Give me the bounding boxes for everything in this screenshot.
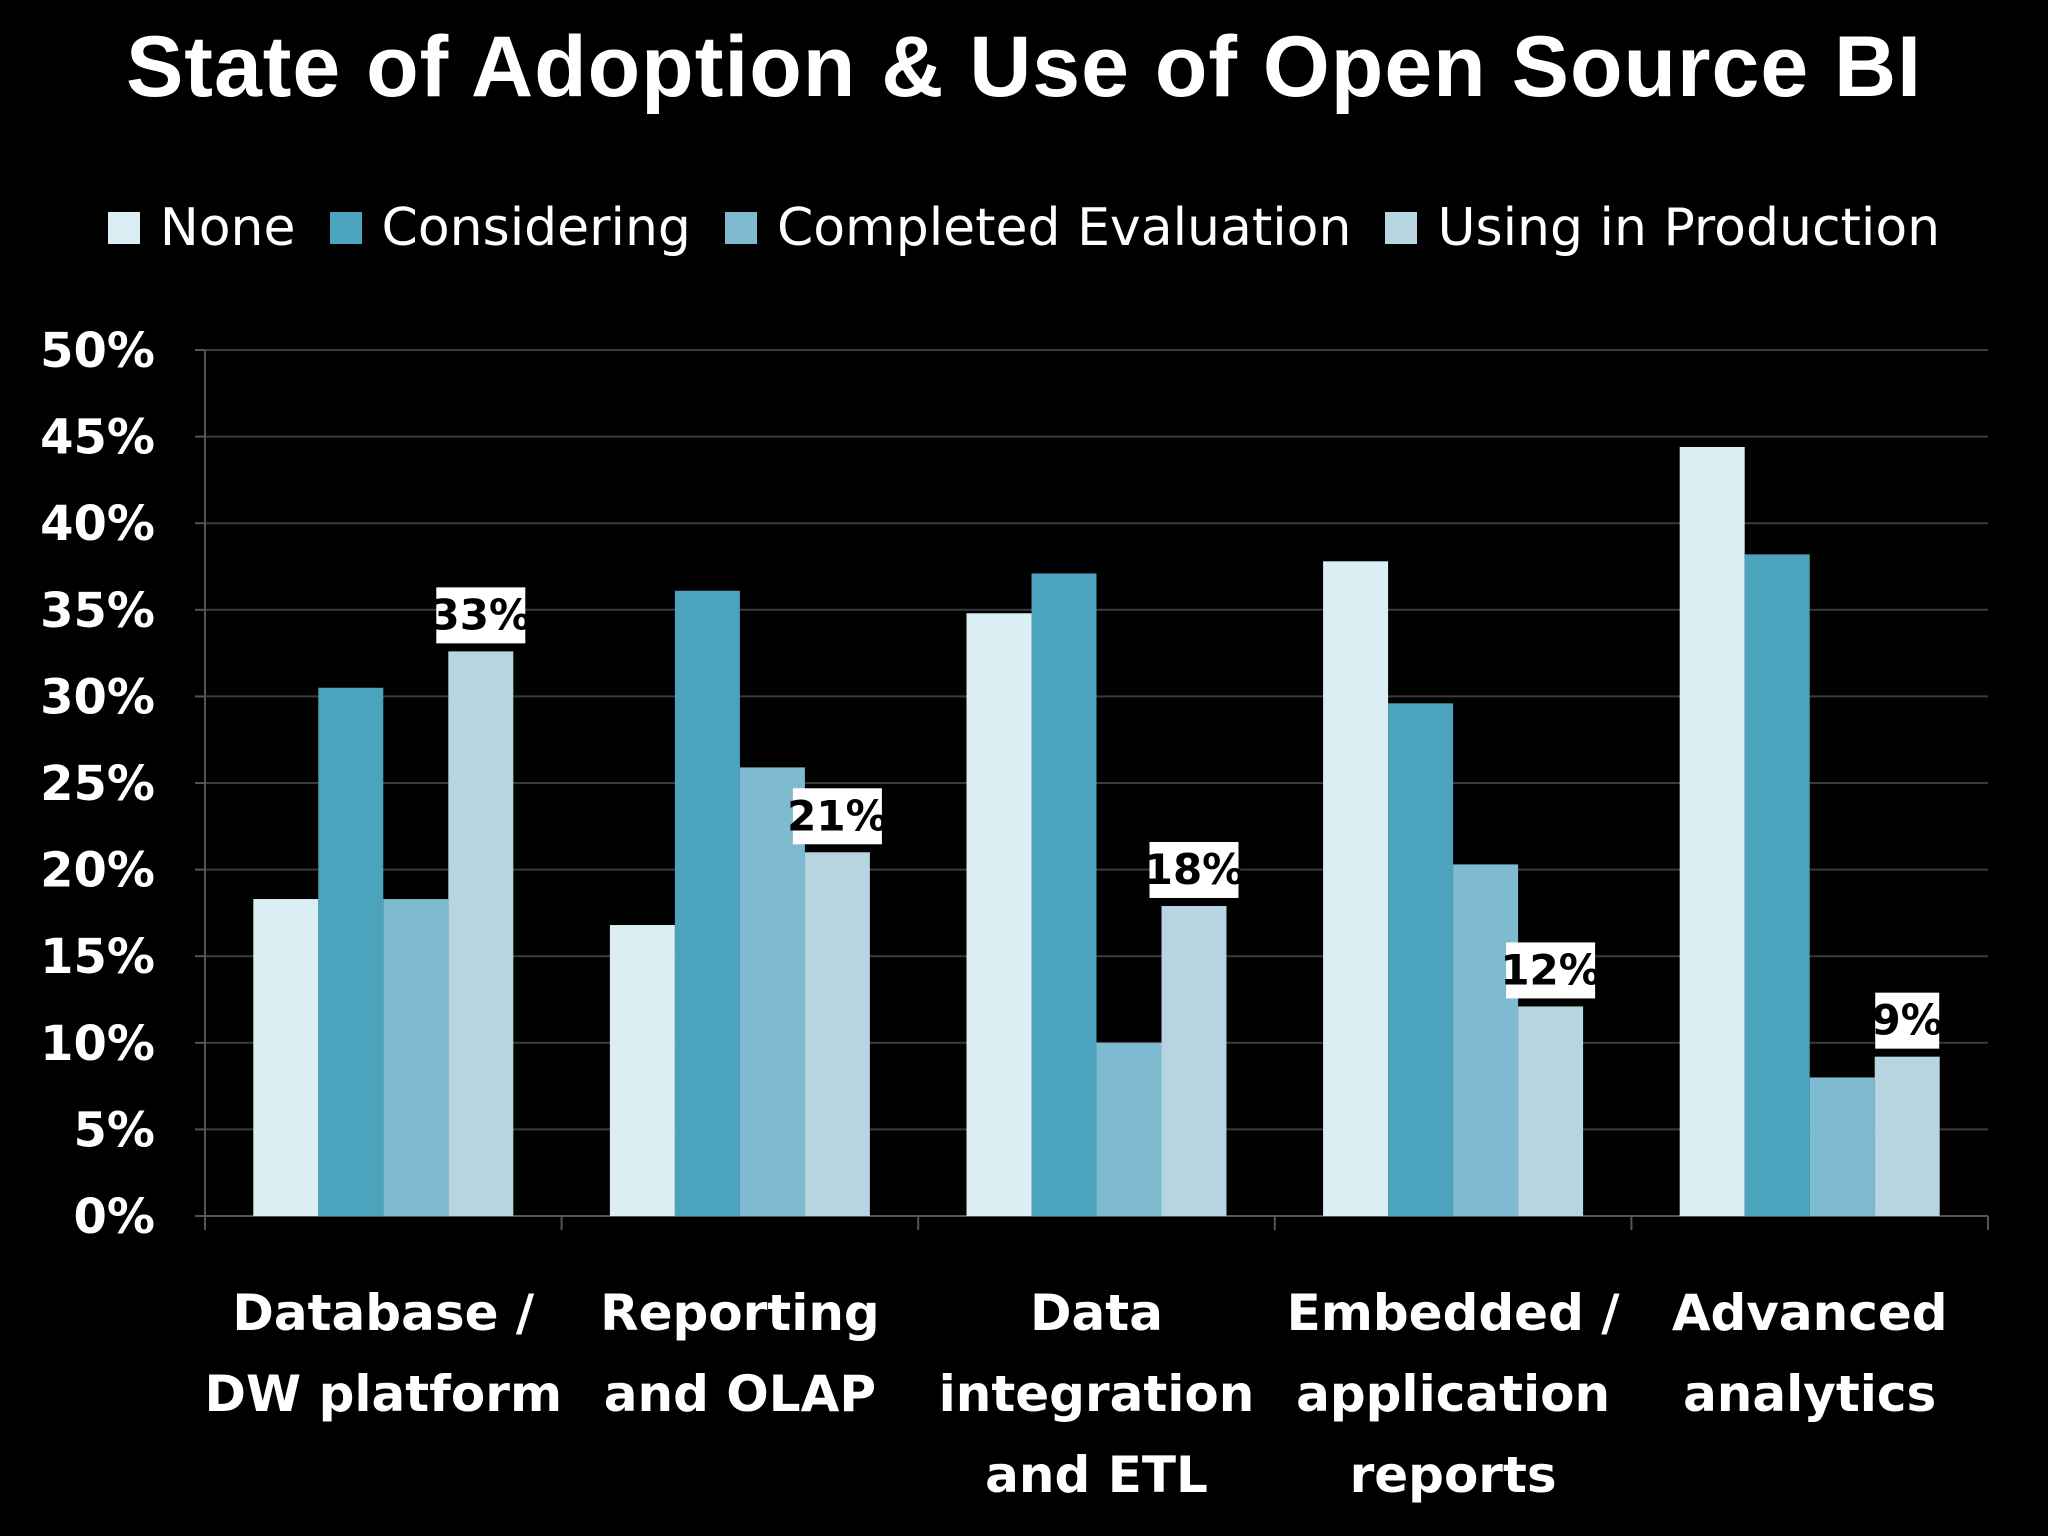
bar bbox=[609, 925, 675, 1216]
bar bbox=[1388, 703, 1454, 1216]
legend-swatch bbox=[329, 212, 362, 244]
x-category-label: and ETL bbox=[985, 1446, 1208, 1504]
y-tick-label: 25% bbox=[40, 756, 155, 812]
chart-title: State of Adoption & Use of Open Source B… bbox=[125, 19, 1923, 115]
data-label-box bbox=[1875, 992, 1940, 1049]
bar bbox=[1809, 1077, 1875, 1216]
y-tick-label: 30% bbox=[40, 669, 155, 725]
y-tick-label: 40% bbox=[40, 496, 155, 552]
legend-label: Completed Evaluation bbox=[776, 198, 1352, 258]
bar bbox=[1518, 1006, 1584, 1216]
bar bbox=[1744, 554, 1810, 1216]
bar bbox=[966, 613, 1032, 1216]
legend-swatch bbox=[107, 212, 140, 244]
data-label-box bbox=[1506, 942, 1596, 999]
data-label-box bbox=[1149, 841, 1239, 898]
y-tick-label: 15% bbox=[40, 929, 155, 985]
y-tick-label: 5% bbox=[74, 1102, 156, 1158]
x-category-label: Database / bbox=[232, 1284, 534, 1342]
bar bbox=[318, 687, 384, 1216]
bar bbox=[1031, 573, 1097, 1216]
legend-swatch bbox=[1385, 212, 1418, 244]
bar bbox=[1874, 1056, 1940, 1216]
y-tick-label: 45% bbox=[40, 410, 155, 466]
y-tick-label: 0% bbox=[74, 1189, 156, 1245]
data-label: 33% bbox=[431, 590, 532, 639]
data-label: 9% bbox=[1872, 996, 1943, 1045]
data-label: 12% bbox=[1500, 945, 1601, 994]
data-label-box bbox=[436, 587, 526, 644]
bar bbox=[1323, 561, 1389, 1216]
y-tick-label: 35% bbox=[40, 583, 155, 639]
x-category-label: Advanced bbox=[1672, 1284, 1948, 1342]
bar bbox=[1096, 1042, 1162, 1216]
x-category-label: Reporting bbox=[600, 1284, 880, 1342]
x-category-label: reports bbox=[1350, 1446, 1557, 1504]
x-category-label: and OLAP bbox=[604, 1365, 876, 1423]
legend-item: Completed Evaluation bbox=[724, 198, 1352, 258]
y-tick-label: 20% bbox=[40, 843, 155, 899]
legend-label: None bbox=[159, 198, 296, 258]
x-category-label: DW platform bbox=[205, 1365, 563, 1423]
y-tick-label: 50% bbox=[40, 323, 155, 379]
legend-item: None bbox=[107, 198, 296, 258]
legend-item: Considering bbox=[329, 198, 691, 258]
x-category-label: application bbox=[1296, 1365, 1610, 1423]
legend: None Considering Completed Evaluation Using… bbox=[0, 198, 2048, 258]
bar bbox=[448, 651, 514, 1216]
legend-label: Using in Production bbox=[1437, 198, 1941, 258]
bar bbox=[383, 899, 449, 1216]
x-category-label: Embedded / bbox=[1287, 1284, 1621, 1342]
x-category-label: Data bbox=[1030, 1284, 1163, 1342]
bar bbox=[1453, 864, 1519, 1216]
y-tick-label: 10% bbox=[40, 1016, 155, 1072]
bar bbox=[804, 852, 870, 1216]
bar bbox=[1679, 446, 1745, 1216]
legend-label: Considering bbox=[381, 198, 691, 258]
bar bbox=[674, 590, 740, 1216]
data-label-box bbox=[792, 788, 882, 845]
x-category-label: integration bbox=[939, 1365, 1255, 1423]
data-label: 21% bbox=[787, 791, 888, 840]
legend-item: Using in Production bbox=[1385, 198, 1940, 258]
bar bbox=[1161, 905, 1227, 1216]
data-label: 18% bbox=[1144, 845, 1245, 894]
bar bbox=[253, 899, 319, 1216]
legend-swatch bbox=[724, 212, 757, 244]
x-category-label: analytics bbox=[1683, 1365, 1936, 1423]
